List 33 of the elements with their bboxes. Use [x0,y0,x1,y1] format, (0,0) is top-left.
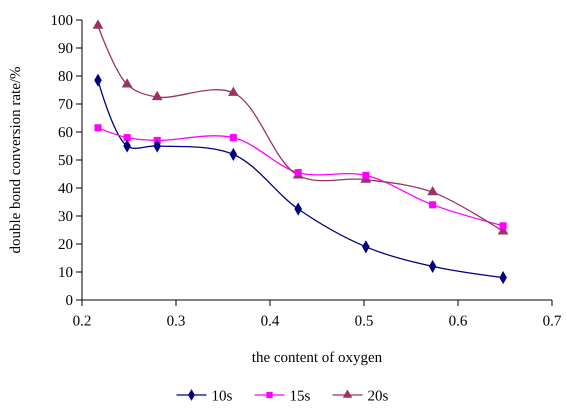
point [122,78,132,88]
legend-label: 15s [290,388,310,404]
y-tick-label: 40 [58,180,73,197]
point [228,86,239,96]
y-tick-label: 90 [58,40,73,57]
y-tick-label: 80 [58,68,73,85]
y-tick-label: 70 [58,96,73,113]
y-tick-label: 60 [58,124,73,141]
y-tick-label: 50 [58,152,73,169]
point [500,222,507,230]
y-tick-label: 30 [58,208,73,225]
point [427,186,438,196]
point [92,19,104,29]
point [124,134,131,142]
x-tick-label: 0.6 [448,314,468,330]
point [362,172,370,179]
y-axis-title: double bond conversion rate/% [8,66,24,254]
x-tick-label: 0.4 [260,314,280,330]
legend-label: 10s [212,388,232,404]
x-tick-label: 0.3 [166,314,186,330]
y-tick-label: 100 [50,12,73,29]
x-axis-title: the content of oxygen [252,350,383,366]
legend-label: 20s [368,388,388,404]
x-tick-label: 0.7 [542,314,562,330]
point [94,124,102,132]
y-tick-label: 0 [66,292,73,309]
point [152,90,163,100]
x-tick-label: 0.5 [354,314,374,330]
point [429,201,436,208]
x-tick-label: 0.2 [72,314,92,330]
y-tick-label: 20 [58,236,73,253]
y-tick-label: 10 [58,264,73,281]
point [230,134,237,142]
